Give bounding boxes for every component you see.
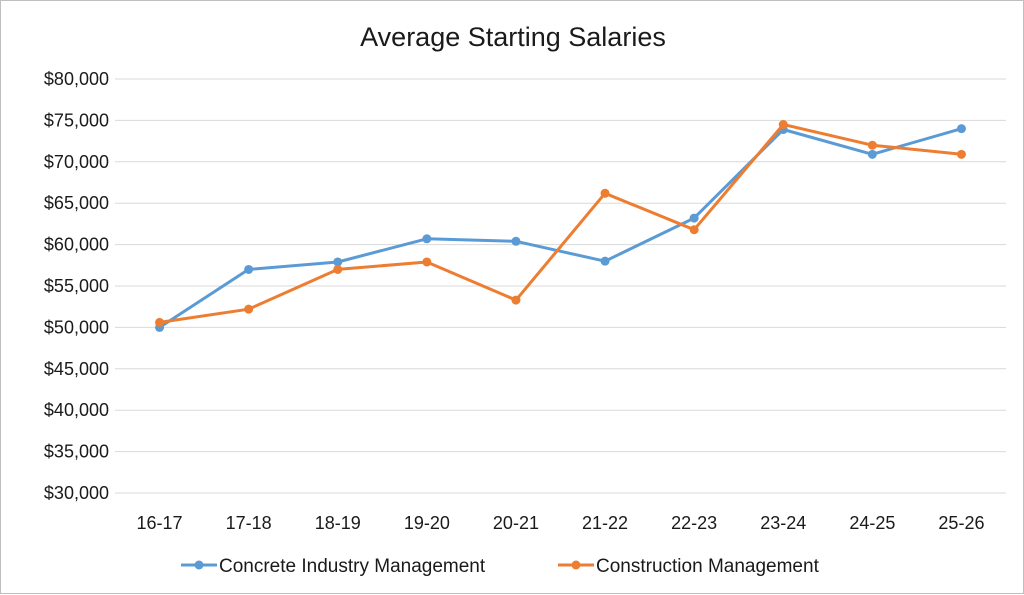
data-point	[244, 264, 254, 274]
x-tick-label: 18-19	[315, 513, 361, 533]
y-tick-label: $60,000	[44, 235, 109, 255]
legend-item: Construction Management	[558, 556, 820, 577]
data-point	[867, 149, 877, 159]
y-tick-label: $55,000	[44, 276, 109, 296]
y-axis-ticks: $30,000 $35,000 $40,000 $45,000 $50,000 $55,0…	[44, 69, 109, 503]
y-tick-label: $65,000	[44, 193, 109, 213]
legend-label: Concrete Industry Management	[219, 556, 486, 577]
x-tick-label: 21-22	[582, 513, 628, 533]
y-tick-label: $80,000	[44, 69, 109, 89]
legend: Concrete Industry Management Construction…	[181, 556, 820, 577]
data-point	[333, 257, 343, 267]
chart-title: Average Starting Salaries	[360, 22, 666, 52]
data-point	[422, 257, 432, 267]
legend-item: Concrete Industry Management	[181, 556, 486, 577]
legend-marker	[571, 560, 581, 570]
y-tick-label: $30,000	[44, 483, 109, 503]
x-tick-label: 23-24	[760, 513, 806, 533]
data-point	[155, 317, 165, 327]
x-tick-label: 17-18	[226, 513, 272, 533]
y-tick-label: $35,000	[44, 442, 109, 462]
y-tick-label: $40,000	[44, 400, 109, 420]
y-tick-label: $45,000	[44, 359, 109, 379]
data-point	[600, 188, 610, 198]
series-1	[155, 124, 966, 332]
y-tick-label: $70,000	[44, 152, 109, 172]
series-2	[155, 120, 966, 327]
x-tick-label: 25-26	[938, 513, 984, 533]
x-axis-ticks: 16-17 17-18 18-19 19-20 20-21 21-22 22-23 23-24…	[137, 513, 985, 533]
legend-label: Construction Management	[596, 556, 820, 577]
y-tick-label: $50,000	[44, 317, 109, 337]
x-tick-label: 20-21	[493, 513, 539, 533]
data-point	[600, 256, 610, 266]
data-point	[956, 149, 966, 159]
data-point	[778, 120, 788, 130]
data-point	[956, 124, 966, 134]
data-point	[511, 236, 521, 246]
legend-marker	[194, 560, 204, 570]
data-point	[511, 295, 521, 305]
x-tick-label: 16-17	[137, 513, 183, 533]
data-point	[333, 264, 343, 274]
data-point	[422, 234, 432, 244]
y-tick-label: $75,000	[44, 110, 109, 130]
x-tick-label: 19-20	[404, 513, 450, 533]
gridlines	[115, 78, 1006, 494]
x-tick-label: 24-25	[849, 513, 895, 533]
data-point	[689, 225, 699, 235]
data-point	[244, 304, 254, 314]
series-line	[158, 127, 963, 329]
series-lines	[155, 120, 966, 332]
data-point	[689, 213, 699, 223]
data-point	[867, 140, 877, 150]
series-line	[158, 123, 963, 324]
x-tick-label: 22-23	[671, 513, 717, 533]
